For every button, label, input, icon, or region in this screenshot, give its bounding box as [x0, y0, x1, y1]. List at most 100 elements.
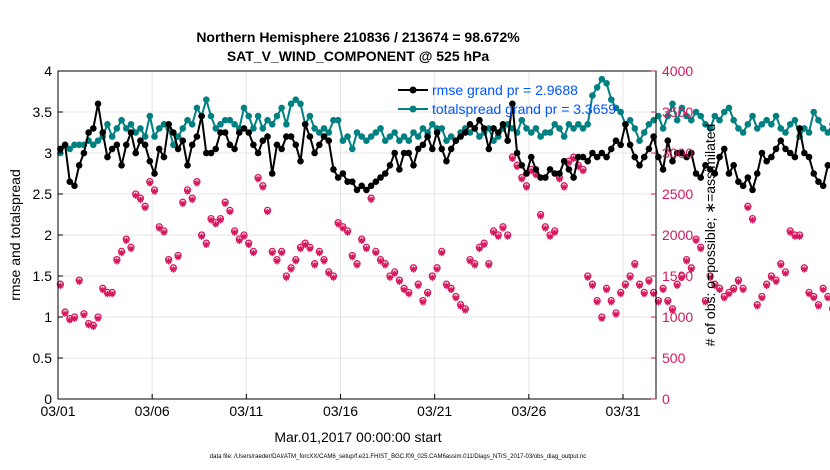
obs-assimilated-marker — [509, 155, 516, 162]
obs-assimilated-marker — [80, 312, 88, 319]
obs-assimilated-marker — [71, 315, 78, 322]
obs-assimilated-marker — [179, 200, 186, 208]
obs-assimilated-marker — [721, 294, 728, 302]
x-tick-label: 03/26 — [511, 403, 546, 419]
totalspread-marker — [155, 125, 163, 132]
totalspread-marker — [311, 125, 318, 132]
rmse-marker — [264, 133, 271, 140]
totalspread-marker — [283, 121, 290, 128]
totalspread-marker — [730, 116, 737, 124]
obs-assimilated-marker — [57, 282, 64, 290]
totalspread-marker — [824, 129, 830, 136]
rmse-marker — [678, 149, 686, 157]
obs-assimilated-marker — [589, 282, 596, 290]
rmse-series — [57, 100, 830, 194]
obs-assimilated-marker — [325, 270, 332, 277]
rmse-marker — [198, 112, 205, 120]
totalspread-marker — [532, 125, 540, 132]
obs-assimilated-marker — [212, 221, 219, 228]
totalspread-marker — [655, 112, 662, 120]
obs-assimilated-marker — [127, 245, 135, 253]
rmse-marker — [447, 145, 455, 153]
totalspread-marker — [146, 112, 154, 120]
x-tick-label: 03/16 — [323, 403, 358, 419]
rmse-marker — [118, 162, 125, 169]
totalspread-marker — [348, 145, 356, 153]
totalspread-marker — [174, 133, 182, 140]
obs-assimilated-marker — [485, 262, 493, 269]
totalspread-marker — [725, 104, 733, 112]
totalspread-marker — [259, 125, 267, 132]
totalspread-marker — [193, 104, 201, 112]
rmse-marker — [683, 153, 690, 161]
rmse-marker — [556, 170, 563, 177]
obs-assimilated-marker — [429, 274, 436, 281]
rmse-marker — [476, 116, 483, 124]
y-left-tick-label: 0.5 — [33, 350, 53, 366]
totalspread-marker — [396, 137, 403, 144]
obs-assimilated-marker — [160, 229, 168, 236]
totalspread-marker — [673, 116, 681, 124]
rmse-marker — [443, 157, 450, 165]
obs-assimilated-marker — [575, 163, 582, 171]
totalspread-marker — [160, 121, 168, 128]
obs-assimilated-marker — [528, 167, 535, 175]
totalspread-marker — [598, 75, 606, 83]
totalspread-marker — [551, 121, 559, 128]
totalspread-marker — [273, 112, 281, 120]
obs-assimilated-marker — [716, 286, 723, 294]
obs-assimilated-marker — [447, 286, 455, 294]
rmse-marker — [165, 121, 172, 128]
totalspread-marker — [688, 116, 695, 124]
totalspread-marker — [805, 129, 813, 136]
rmse-marker — [739, 182, 747, 190]
obs-assimilated-marker — [805, 290, 813, 298]
obs-assimilated-marker — [457, 303, 464, 310]
rmse-marker — [570, 174, 577, 181]
obs-assimilated-marker — [302, 241, 309, 249]
obs-assimilated-marker — [66, 317, 73, 324]
rmse-marker — [786, 149, 794, 157]
totalspread-marker — [706, 125, 714, 132]
obs-assimilated-marker — [782, 270, 789, 277]
totalspread-marker — [758, 121, 766, 128]
rmse-marker — [113, 141, 121, 149]
totalspread-marker — [240, 104, 248, 112]
totalspread-marker — [221, 116, 229, 124]
rmse-marker — [268, 170, 276, 177]
obs-assimilated-marker — [118, 249, 125, 257]
rmse-marker — [603, 153, 610, 161]
obs-assimilated-marker — [339, 225, 347, 232]
x-tick-label: 03/21 — [417, 403, 452, 419]
obs-assimilated-marker — [669, 307, 676, 314]
obs-assimilated-marker — [358, 237, 365, 244]
rmse-marker — [805, 153, 813, 161]
rmse-marker — [231, 145, 238, 153]
rmse-marker — [499, 121, 507, 128]
totalspread-marker — [297, 100, 304, 108]
rmse-marker — [301, 121, 309, 128]
obs-assimilated-marker — [259, 184, 267, 191]
totalspread-marker — [104, 121, 111, 128]
totalspread-marker — [607, 96, 615, 103]
obs-assimilated-marker — [626, 274, 634, 281]
obs-assimilated-marker — [688, 266, 695, 273]
rmse-marker — [316, 141, 323, 149]
obs-assimilated-marker — [801, 266, 808, 273]
totalspread-marker — [250, 125, 257, 132]
grid — [57, 70, 656, 400]
rmse-marker — [768, 153, 775, 161]
obs-assimilated-marker — [415, 282, 422, 290]
totalspread-marker — [391, 129, 398, 136]
rmse-marker — [702, 162, 709, 169]
x-axis-label: Mar.01,2017 00:00:00 start — [274, 429, 441, 445]
obs-assimilated-marker — [542, 225, 549, 232]
obs-assimilated-marker — [146, 180, 154, 187]
rmse-marker — [278, 145, 285, 153]
obs-assimilated-marker — [565, 159, 573, 167]
rmse-marker — [363, 186, 370, 194]
totalspread-marker — [372, 129, 380, 136]
totalspread-marker — [137, 125, 144, 132]
x-tick-label: 03/11 — [229, 403, 263, 419]
totalspread-marker — [626, 116, 634, 124]
